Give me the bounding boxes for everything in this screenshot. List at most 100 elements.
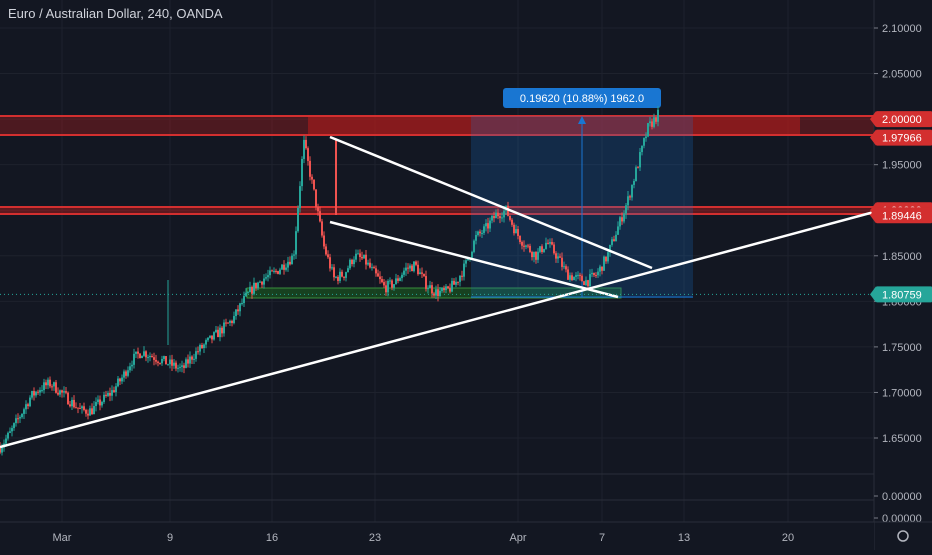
candle-body <box>395 278 397 285</box>
candle-body <box>109 393 111 396</box>
candle-body <box>361 256 363 259</box>
candle-body <box>605 256 607 262</box>
candle-body <box>501 217 503 219</box>
candle-body <box>269 270 271 276</box>
candle-body <box>519 235 521 243</box>
candle-body <box>75 407 77 409</box>
candle-body <box>549 242 551 244</box>
candle-body <box>347 268 349 273</box>
candle-body <box>531 252 533 258</box>
candle-body <box>559 256 561 258</box>
candle-body <box>43 382 45 391</box>
candle-body <box>183 365 185 368</box>
candle-body <box>85 409 87 414</box>
candle-body <box>203 344 205 349</box>
candle-body <box>195 351 197 359</box>
candle-body <box>643 138 645 146</box>
candle-body <box>655 117 657 122</box>
candle-body <box>259 281 261 283</box>
candle-body <box>575 275 577 277</box>
candle-body <box>567 269 569 280</box>
candle-body <box>499 216 501 219</box>
candle-body <box>353 259 355 265</box>
candle-body <box>595 275 597 277</box>
candle-body <box>431 285 433 294</box>
candle-body <box>231 320 233 324</box>
price-badge-bg <box>876 286 932 303</box>
candle-body <box>89 408 91 416</box>
candle-body <box>491 215 493 221</box>
candle-body <box>455 281 457 285</box>
candle-body <box>463 263 465 277</box>
candle-body <box>439 290 441 296</box>
candle-body <box>93 406 95 415</box>
candle-body <box>137 351 139 354</box>
candle-body <box>339 271 341 281</box>
candle-body <box>581 275 583 282</box>
chart-title: Euro / Australian Dollar, 240, OANDA <box>8 6 223 21</box>
candle-body <box>435 289 437 296</box>
candle-body <box>551 242 553 245</box>
candle-body <box>529 245 531 253</box>
candle-body <box>129 366 131 371</box>
candle-body <box>245 292 247 296</box>
candle-body <box>147 357 149 359</box>
trendline-upper <box>329 135 653 270</box>
candle-body <box>19 417 21 419</box>
candle-body <box>603 256 605 271</box>
candle-body <box>171 359 173 366</box>
candle-body <box>647 123 649 137</box>
candle-body <box>253 282 255 294</box>
candle-body <box>145 351 147 358</box>
candle-body <box>209 335 211 338</box>
candle-body <box>467 258 469 261</box>
candle-body <box>619 217 621 227</box>
candle-body <box>27 404 29 407</box>
candle-body <box>293 254 295 256</box>
y-tick-label: 1.95000 <box>882 160 922 172</box>
candle-body <box>607 252 609 262</box>
candle-body <box>385 285 387 293</box>
candle-body <box>315 189 317 208</box>
candle-body <box>449 288 451 292</box>
candle-body <box>365 254 367 265</box>
candle-body <box>239 303 241 312</box>
candle-body <box>447 286 449 289</box>
candle-body <box>563 266 565 268</box>
candle-body <box>305 139 307 149</box>
candle-body <box>283 264 285 270</box>
candle-body <box>313 179 315 190</box>
price-badge-label: 1.89446 <box>882 210 922 222</box>
candle-body <box>275 270 277 272</box>
candle-body <box>487 223 489 229</box>
candle-body <box>165 356 167 365</box>
candle-body <box>341 271 343 277</box>
candle-body <box>415 261 417 265</box>
candle-body <box>221 327 223 334</box>
price-badge-bg <box>876 111 932 128</box>
candle-body <box>573 276 575 281</box>
candle-body <box>251 286 253 294</box>
settings-gear-icon[interactable] <box>897 530 909 542</box>
candle-body <box>121 377 123 382</box>
candle-body <box>29 397 31 407</box>
candle-body <box>135 351 137 354</box>
candle-body <box>25 404 27 410</box>
candle-body <box>397 278 399 281</box>
candle-body <box>473 240 475 252</box>
candle-body <box>139 353 141 359</box>
candle-body <box>503 210 505 218</box>
candle-body <box>589 274 591 287</box>
candle-body <box>77 407 79 409</box>
candle-body <box>277 271 279 274</box>
candle-body <box>307 148 309 161</box>
candle-body <box>273 270 275 272</box>
candle-body <box>445 286 447 291</box>
candle-body <box>285 267 287 270</box>
candle-body <box>247 292 249 294</box>
y-tick-label: 1.65000 <box>882 433 922 445</box>
candle-body <box>73 399 75 408</box>
candle-body <box>213 332 215 340</box>
